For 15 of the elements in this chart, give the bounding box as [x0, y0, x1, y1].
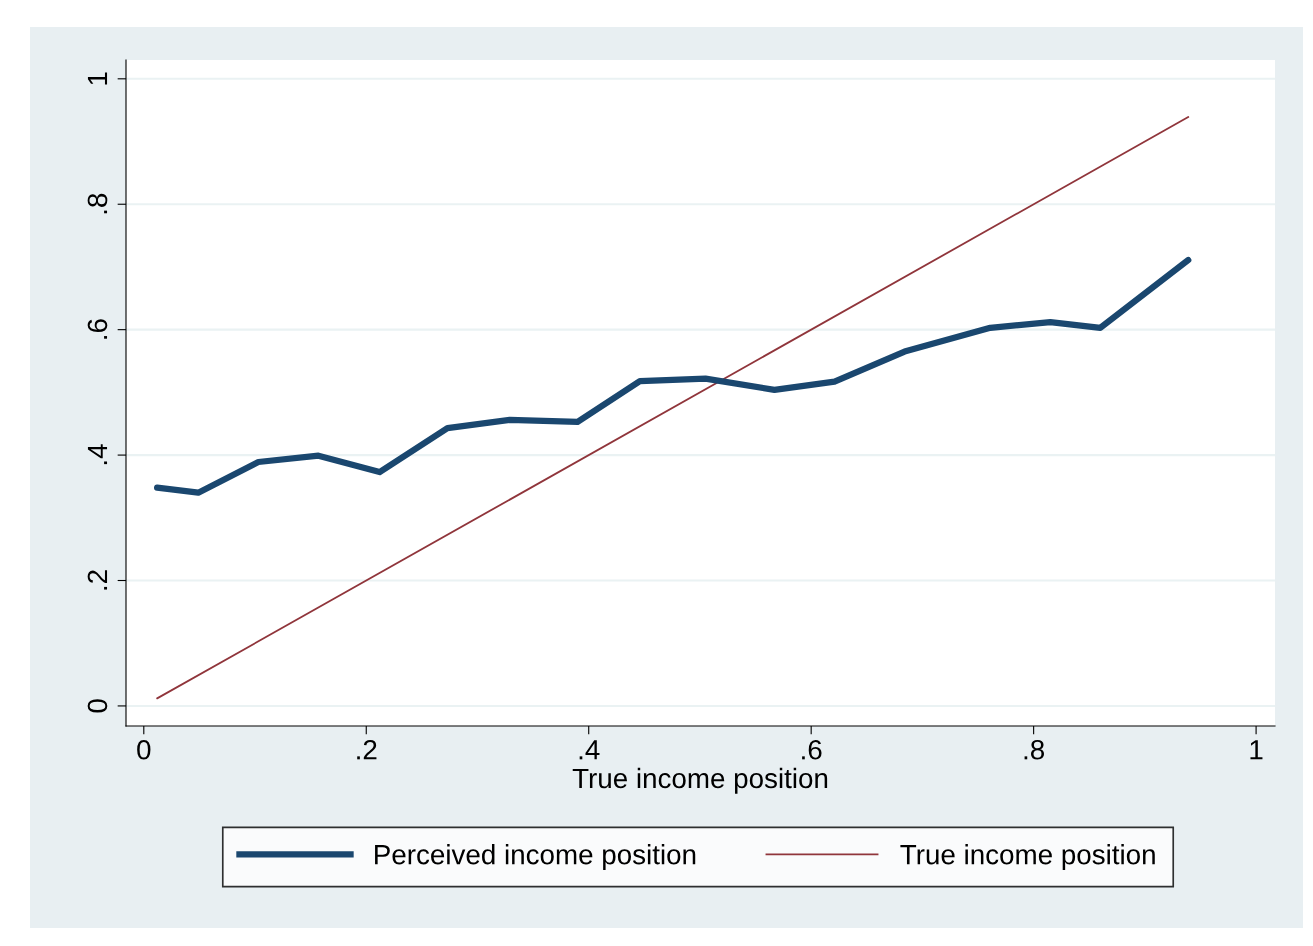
x-tick-label: 0: [137, 739, 151, 760]
legend-label: True income position: [900, 844, 1155, 870]
y-tick-label: 0: [87, 699, 108, 713]
x-tick-label: .8: [1024, 739, 1045, 760]
y-tick-label: .2: [87, 570, 108, 590]
x-tick-label: .2: [357, 739, 377, 760]
y-tick-label: .6: [87, 319, 108, 339]
x-tick-label: 1: [1250, 740, 1263, 760]
x-tick-label: .4: [579, 740, 600, 760]
y-tick-label: .4: [87, 444, 108, 465]
x-tick-label: .6: [802, 739, 822, 760]
y-tick-label: .8: [87, 193, 108, 214]
x-axis-title: True income position: [572, 767, 828, 794]
y-tick-label: 1: [87, 72, 108, 85]
legend-label: Perceived income position: [375, 844, 696, 870]
